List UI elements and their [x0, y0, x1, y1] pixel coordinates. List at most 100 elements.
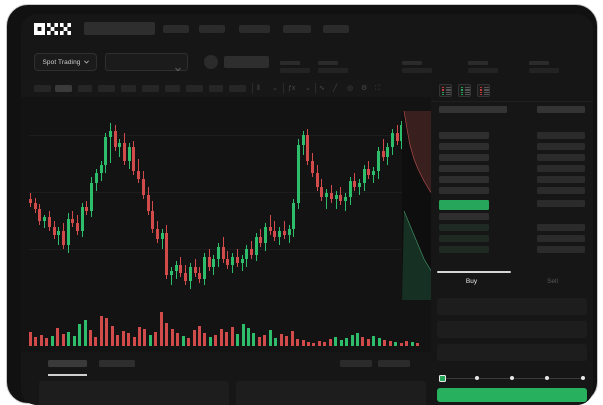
timeframe-button-2[interactable] [55, 85, 72, 92]
candle-body [198, 273, 202, 279]
timeframe-button-7[interactable] [165, 85, 180, 92]
candle-wick [58, 227, 60, 245]
candle-body [306, 135, 310, 161]
volume-bar [279, 334, 283, 346]
nav-item-2[interactable] [199, 25, 225, 33]
order-book-row[interactable] [439, 246, 489, 253]
candle-type-icon[interactable]: ‖ [257, 85, 260, 92]
volume-bar [257, 337, 261, 346]
volume-bar [78, 324, 82, 346]
timeframe-button-4[interactable] [98, 85, 115, 92]
market-stat-2 [318, 61, 348, 73]
order-book-row[interactable] [439, 165, 489, 172]
volume-bar [72, 336, 76, 346]
tab-sell[interactable]: Sell [547, 278, 558, 285]
indicator-caret-icon[interactable]: ⌄ [305, 85, 311, 92]
candle-wick [326, 189, 328, 209]
market-type-selector[interactable]: Spot Trading [34, 53, 97, 71]
orderbook-view-asks-icon[interactable] [477, 84, 490, 97]
search-input[interactable] [84, 22, 155, 35]
price-chart[interactable] [21, 97, 448, 302]
order-book-row[interactable] [439, 200, 489, 210]
volume-bar [345, 338, 349, 346]
bottom-tab-1[interactable] [48, 360, 87, 367]
candle-body [85, 207, 89, 211]
orderbook-view-both-icon[interactable] [439, 84, 452, 97]
bottom-action-1[interactable] [340, 360, 372, 367]
timeframe-button-1[interactable] [34, 85, 51, 92]
order-book-row[interactable] [439, 213, 489, 220]
candle-body [296, 145, 300, 203]
timeframe-button-5[interactable] [121, 85, 136, 92]
total-field[interactable] [437, 344, 587, 361]
timeframe-button-8[interactable] [186, 85, 203, 92]
candle-body [179, 265, 183, 273]
bottom-action-2[interactable] [378, 360, 410, 367]
order-book [431, 80, 593, 271]
volume-bar [263, 335, 267, 346]
candle-body [292, 203, 296, 229]
order-book-row[interactable] [439, 235, 489, 242]
timeframe-button-9[interactable] [209, 85, 223, 92]
slider-dot-2[interactable] [510, 376, 514, 380]
volume-bar [176, 333, 180, 346]
nav-item-1[interactable] [163, 25, 189, 33]
chart-gridline [29, 192, 423, 193]
order-book-divider [431, 101, 593, 102]
orderbook-view-bids-icon[interactable] [458, 84, 471, 97]
candle-body [339, 195, 343, 201]
fullscreen-icon[interactable]: ⛶ [375, 85, 380, 92]
price-field[interactable] [437, 298, 587, 315]
amount-percent-slider[interactable] [439, 375, 587, 382]
tab-buy[interactable]: Buy [465, 278, 478, 285]
order-book-row[interactable] [439, 187, 489, 194]
timeframe-button-6[interactable] [142, 85, 159, 92]
volume-bar [45, 338, 49, 346]
slider-handle[interactable] [439, 375, 446, 382]
volume-bar [274, 338, 278, 346]
settings-icon[interactable]: ⚙ [361, 85, 368, 92]
nav-item-3[interactable] [239, 25, 270, 33]
amount-field[interactable] [437, 321, 587, 338]
market-subheader: Spot Trading [21, 44, 593, 80]
volume-bar [306, 342, 310, 346]
timeframe-button-3[interactable] [78, 85, 92, 92]
indicator-icon[interactable]: ƒx [288, 85, 296, 92]
volume-bar [285, 336, 289, 346]
nav-item-5[interactable] [323, 25, 349, 33]
order-book-row[interactable] [439, 224, 489, 231]
trading-pair-selector[interactable] [105, 53, 188, 72]
volume-bar [372, 336, 376, 346]
bottom-panel-left[interactable] [39, 381, 229, 405]
chevron-down-icon [175, 59, 181, 77]
order-book-row[interactable] [439, 143, 489, 150]
candle-body [29, 199, 32, 203]
bottom-tab-2[interactable] [99, 360, 135, 367]
candle-body [386, 147, 390, 157]
order-book-row[interactable] [439, 176, 489, 183]
slider-dot-3[interactable] [545, 376, 549, 380]
slider-dot-4[interactable] [581, 376, 585, 380]
order-book-row[interactable] [439, 154, 489, 161]
magnet-icon[interactable]: ◎ [347, 85, 354, 92]
volume-bar [197, 326, 201, 346]
bottom-panel-right[interactable] [236, 381, 426, 405]
candle-body [90, 183, 94, 211]
candle-body [329, 193, 333, 199]
candle-body [132, 147, 136, 171]
candle-wick [44, 215, 46, 228]
timeframe-button-10[interactable] [229, 85, 246, 92]
okx-logo[interactable] [34, 23, 71, 35]
candle-wick [269, 215, 271, 235]
submit-buy-button[interactable] [437, 388, 587, 402]
candle-body [80, 207, 84, 231]
volume-chart[interactable] [21, 302, 431, 352]
line-tool-icon[interactable]: ∿ [319, 85, 325, 92]
candle-wick [359, 179, 360, 195]
candle-type-caret-icon[interactable]: ⌄ [272, 85, 278, 92]
slider-dot-1[interactable] [475, 376, 479, 380]
draw-tool-icon[interactable]: ╱ [333, 85, 338, 92]
bottom-tab-active-underline [48, 374, 87, 376]
order-book-row[interactable] [439, 132, 489, 139]
nav-item-4[interactable] [283, 25, 311, 33]
